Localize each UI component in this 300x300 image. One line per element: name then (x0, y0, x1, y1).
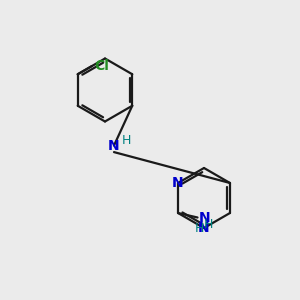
Text: H: H (204, 218, 214, 231)
Text: N: N (199, 211, 211, 224)
Text: H: H (194, 222, 204, 236)
Text: N: N (198, 221, 210, 235)
Text: H: H (122, 134, 131, 147)
Text: Cl: Cl (94, 59, 109, 73)
Text: N: N (172, 176, 184, 190)
Text: N: N (108, 139, 120, 152)
